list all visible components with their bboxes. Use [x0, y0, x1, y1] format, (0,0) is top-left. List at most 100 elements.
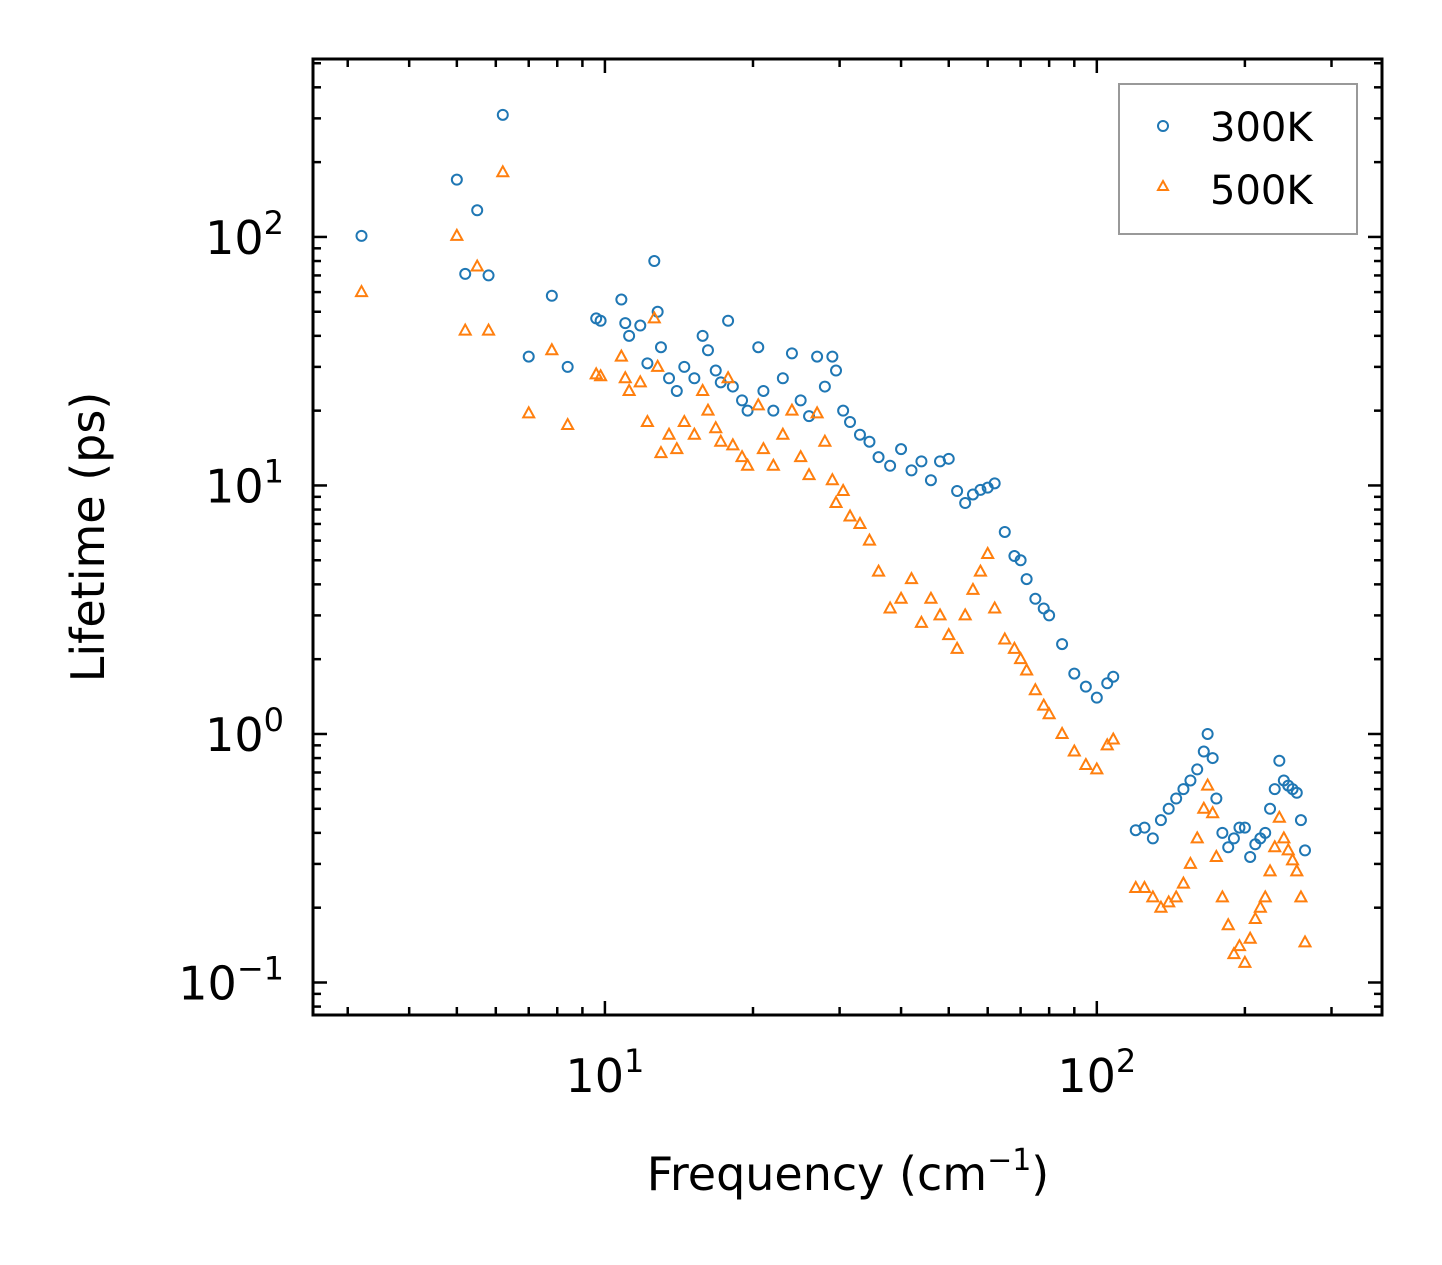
- data-point-300k: [803, 410, 816, 423]
- legend-label-500k: 500K: [1210, 168, 1314, 214]
- data-point-300k: [1162, 802, 1175, 815]
- data-point-300k: [615, 293, 628, 306]
- data-point-500k: [1137, 879, 1152, 894]
- data-point-300k: [794, 394, 807, 407]
- data-point-300k: [837, 404, 850, 417]
- data-point-300k: [752, 341, 765, 354]
- x-tick-label: 101: [565, 1042, 644, 1103]
- data-point-300k: [648, 255, 661, 268]
- data-point-500k: [621, 382, 637, 396]
- data-point-500k: [734, 449, 750, 463]
- data-point-500k: [923, 590, 939, 604]
- data-point-500k: [1013, 651, 1028, 665]
- data-point-300k: [450, 173, 463, 186]
- data-point-300k: [942, 452, 955, 465]
- data-point-300k: [619, 317, 632, 330]
- data-point-500k: [1226, 946, 1242, 960]
- data-point-300k: [1290, 786, 1303, 799]
- data-point-500k: [687, 426, 702, 440]
- data-point-500k: [1297, 934, 1313, 948]
- data-point-300k: [884, 459, 897, 472]
- data-point-500k: [1190, 830, 1205, 844]
- data-point-300k: [1037, 602, 1050, 615]
- data-point-500k: [1215, 889, 1230, 903]
- data-point-500k: [449, 227, 465, 241]
- data-point-300k: [872, 451, 885, 464]
- data-point-300k: [767, 404, 780, 417]
- data-point-300k: [895, 443, 908, 456]
- data-point-300k: [1177, 783, 1190, 796]
- data-point-300k: [522, 350, 535, 363]
- data-point-300k: [741, 404, 754, 417]
- data-point-300k: [709, 364, 722, 377]
- y-tick-label: 10−1: [178, 950, 284, 1011]
- data-point-500k: [1196, 800, 1211, 814]
- data-point-500k: [751, 397, 766, 411]
- plot-frame: [311, 57, 1384, 1017]
- data-point-500k: [932, 607, 948, 621]
- data-point-300k: [818, 380, 831, 393]
- data-point-300k: [355, 229, 368, 242]
- data-point-300k: [1138, 821, 1151, 834]
- y-axis-label: Lifetime (ps): [61, 392, 115, 683]
- data-point-300k: [482, 269, 495, 282]
- data-point-300k: [1244, 850, 1257, 863]
- data-point-300k: [1273, 754, 1286, 767]
- data-point-300k: [811, 350, 824, 363]
- data-point-300k: [471, 204, 484, 217]
- data-point-300k: [670, 384, 683, 397]
- data-point-500k: [871, 563, 886, 577]
- data-point-300k: [853, 428, 866, 441]
- data-point-300k: [722, 314, 735, 327]
- data-point-300k: [634, 319, 647, 332]
- data-point-300k: [1101, 677, 1114, 690]
- data-point-300k: [1222, 841, 1235, 854]
- data-point-300k: [974, 483, 987, 496]
- data-point-300k: [496, 108, 509, 121]
- data-point-500k: [661, 426, 677, 440]
- major-ticks: [313, 59, 1382, 1015]
- data-point-300k: [959, 497, 972, 510]
- data-point-500k: [825, 472, 840, 486]
- data-point-500k: [817, 433, 833, 447]
- data-point-300k: [459, 267, 472, 280]
- data-point-500k: [997, 631, 1012, 645]
- data-point-500k: [987, 600, 1002, 614]
- data-point-300k: [863, 435, 876, 448]
- data-point-300k: [696, 329, 709, 342]
- data-point-500k: [677, 413, 692, 428]
- data-point-500k: [793, 449, 808, 463]
- data-point-300k: [826, 350, 839, 363]
- data-point-500k: [980, 545, 995, 559]
- data-point-500k: [495, 164, 510, 178]
- data-point-500k: [593, 368, 608, 382]
- data-point-500k: [835, 482, 851, 496]
- data-point-300k: [1154, 814, 1167, 827]
- data-point-300k: [1227, 832, 1240, 845]
- data-point-500k: [1019, 662, 1034, 676]
- data-point-500k: [1272, 809, 1287, 823]
- data-point-500k: [949, 640, 965, 654]
- data-point-300k: [1264, 802, 1277, 815]
- data-point-500k: [756, 441, 771, 455]
- data-point-500k: [965, 581, 981, 595]
- data-point-500k: [560, 416, 575, 431]
- data-point-300k: [654, 341, 667, 354]
- data-point-300k: [1184, 774, 1197, 787]
- data-point-300k: [905, 464, 918, 477]
- data-point-300k: [1216, 826, 1229, 839]
- data-point-500k: [862, 532, 877, 546]
- data-point-500k: [708, 420, 723, 434]
- data-point-500k: [882, 600, 898, 614]
- data-point-500k: [766, 457, 781, 471]
- data-point-300k: [1029, 592, 1042, 605]
- data-point-300k: [1201, 727, 1214, 740]
- data-point-300k: [594, 314, 607, 327]
- legend-marker-500k: [1156, 178, 1170, 191]
- data-point-500k: [458, 322, 473, 336]
- data-point-300k: [1043, 609, 1056, 622]
- data-point-500k: [852, 515, 868, 529]
- data-point-500k: [1267, 839, 1282, 853]
- data-point-500k: [1281, 842, 1296, 856]
- data-point-300k: [561, 360, 574, 373]
